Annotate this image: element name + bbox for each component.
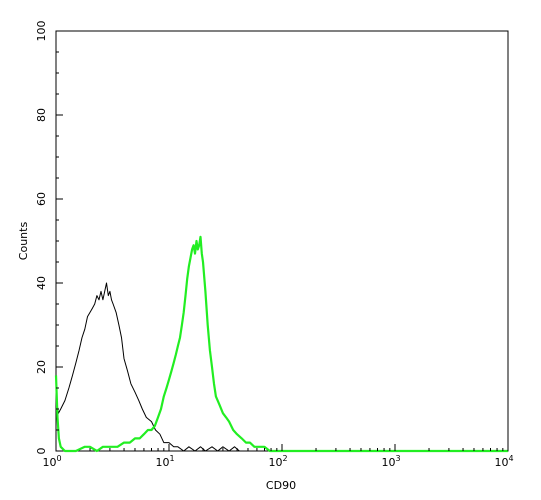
y-tick-label: 80 [35,108,48,122]
plot-frame [55,30,509,452]
x-tick-label: 100 [42,454,61,469]
x-tick-label: 104 [494,454,513,469]
x-tick-label: 102 [268,454,287,469]
x-axis-label: CD90 [266,479,296,492]
y-tick-label: 20 [35,360,48,374]
y-tick-label: 40 [35,276,48,290]
y-tick-label: 100 [35,21,48,42]
x-tick-label: 103 [381,454,400,469]
y-tick-label: 0 [35,448,48,455]
series-layer [54,235,508,453]
x-axis: 100 101 102 103 104 [42,444,514,469]
y-tick-label: 60 [35,192,48,206]
series-line-1 [54,235,508,453]
series-line-0 [55,282,508,452]
x-tick-label: 101 [155,454,174,469]
y-axis: 0 20 40 60 80 100 [35,21,63,455]
y-axis-label: Counts [17,222,30,261]
